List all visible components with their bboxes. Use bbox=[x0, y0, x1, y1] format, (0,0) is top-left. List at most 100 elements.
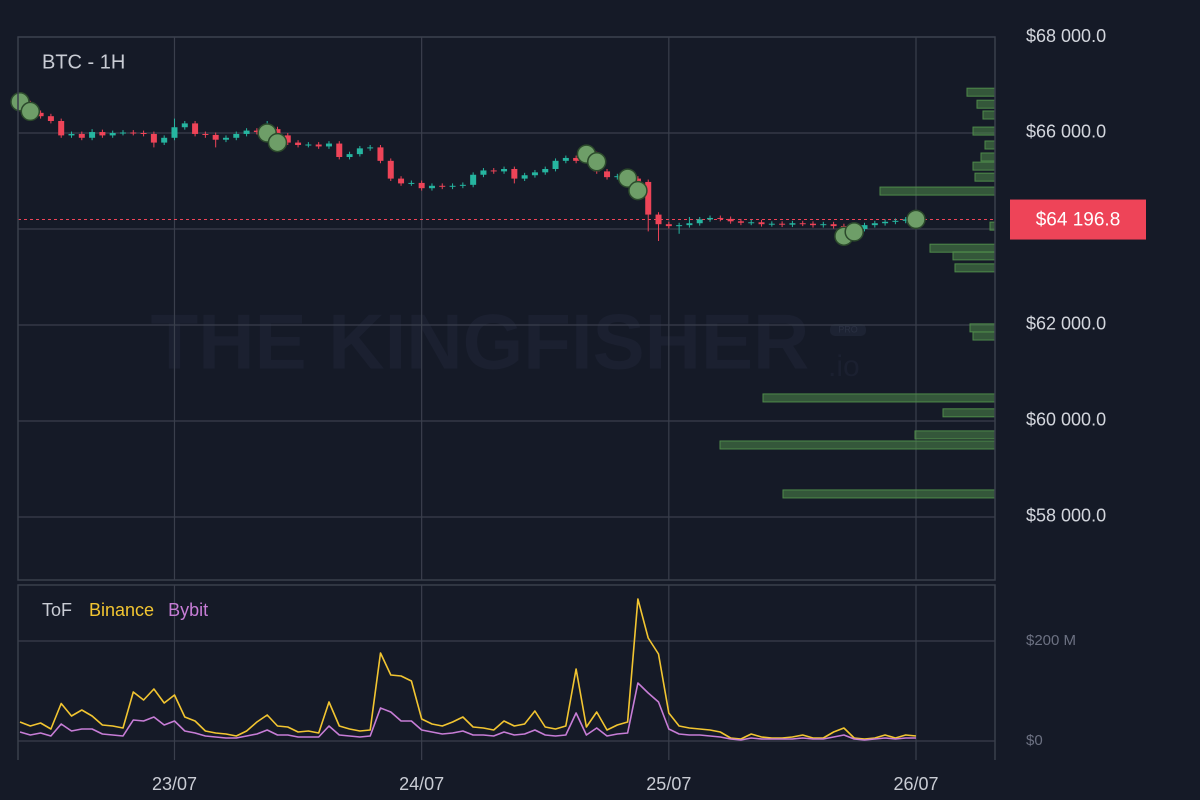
candle-body bbox=[439, 185, 446, 187]
candle-body bbox=[480, 170, 487, 175]
candle-body bbox=[428, 185, 435, 189]
legend-label: Bybit bbox=[168, 600, 208, 620]
candle-body bbox=[233, 133, 240, 138]
candle-body bbox=[367, 147, 374, 149]
event-marker bbox=[617, 168, 638, 188]
event-marker bbox=[20, 101, 41, 122]
candle-body bbox=[634, 178, 641, 182]
candle-body bbox=[810, 223, 817, 226]
candle-body bbox=[470, 174, 477, 185]
candle-body bbox=[707, 217, 714, 220]
candle-body bbox=[284, 135, 291, 143]
candle-body bbox=[377, 147, 384, 161]
candle-body bbox=[727, 218, 734, 222]
candle-body bbox=[717, 217, 724, 219]
candle-body bbox=[758, 222, 765, 225]
candle-body bbox=[243, 130, 250, 134]
badge-bg bbox=[830, 324, 866, 336]
candle-body bbox=[676, 225, 683, 227]
y-tick-label: $66 000.0 bbox=[1026, 122, 1106, 142]
depth-bar bbox=[972, 126, 996, 136]
candle-body bbox=[861, 225, 868, 229]
candle-body bbox=[356, 148, 363, 155]
depth-bar bbox=[929, 243, 996, 253]
candle-body bbox=[511, 168, 518, 179]
candle-body bbox=[830, 224, 837, 227]
candle-body bbox=[604, 171, 611, 178]
candle-body bbox=[501, 168, 508, 172]
candle-body bbox=[336, 143, 343, 157]
candle-body bbox=[882, 221, 889, 224]
candle-body bbox=[150, 133, 157, 143]
candle-body bbox=[614, 176, 621, 178]
depth-bar bbox=[972, 161, 996, 171]
y-tick-label: $68 000.0 bbox=[1026, 26, 1106, 46]
depth-bar bbox=[952, 251, 996, 261]
candle-body bbox=[449, 185, 456, 187]
candle-body bbox=[47, 116, 54, 121]
candle-body bbox=[315, 144, 322, 147]
event-marker bbox=[628, 180, 648, 201]
candle-body bbox=[212, 134, 219, 140]
series-line bbox=[19, 598, 917, 740]
candle-body bbox=[902, 219, 909, 221]
candle-body bbox=[521, 175, 528, 179]
candle-body bbox=[109, 132, 116, 136]
candle-body bbox=[387, 160, 394, 179]
candle-body bbox=[130, 132, 137, 134]
y-tick-label: $0 bbox=[1026, 732, 1043, 749]
candle-body bbox=[37, 112, 44, 117]
depth-bar bbox=[982, 110, 996, 120]
x-tick-label: 25/07 bbox=[646, 774, 691, 794]
depth-bar bbox=[980, 152, 996, 162]
depth-bar bbox=[879, 186, 996, 196]
candle-body bbox=[748, 222, 755, 224]
depth-bar bbox=[974, 172, 996, 182]
candle-body bbox=[58, 120, 65, 136]
candle-body bbox=[459, 184, 466, 186]
candle-body bbox=[171, 127, 178, 138]
candle-body bbox=[768, 223, 775, 225]
watermark-text: THE KINGFISHER bbox=[151, 298, 810, 386]
candle-body bbox=[799, 223, 806, 225]
candle-body bbox=[552, 160, 559, 169]
candle-body bbox=[789, 223, 796, 225]
y-tick-label: $200 M bbox=[1026, 632, 1076, 649]
candle-body bbox=[696, 219, 703, 224]
series-line bbox=[19, 682, 916, 741]
candle-body bbox=[737, 221, 744, 223]
candle-body bbox=[779, 223, 786, 225]
legend-label: Binance bbox=[89, 600, 154, 620]
depth-bar bbox=[954, 263, 996, 273]
candle-body bbox=[871, 223, 878, 226]
candle-body bbox=[531, 172, 538, 176]
candle-body bbox=[325, 143, 332, 147]
depth-bar bbox=[782, 489, 996, 499]
candle-body bbox=[161, 137, 168, 143]
event-marker bbox=[586, 152, 607, 172]
candle-body bbox=[99, 132, 106, 136]
depth-bar bbox=[762, 393, 996, 403]
depth-bar bbox=[914, 430, 996, 440]
candle-body bbox=[78, 133, 85, 138]
candle-body bbox=[253, 130, 260, 133]
depth-bar bbox=[972, 331, 996, 341]
depth-bar bbox=[969, 323, 996, 333]
candle-body bbox=[686, 223, 693, 226]
x-tick-label: 26/07 bbox=[893, 774, 938, 794]
watermark: THE KINGFISHER .io PRO bbox=[151, 298, 866, 386]
y-tick-label: $60 000.0 bbox=[1026, 410, 1106, 430]
candle-body bbox=[490, 170, 497, 172]
candle-body bbox=[398, 178, 405, 184]
event-marker bbox=[267, 132, 288, 153]
x-tick-label: 23/07 bbox=[152, 774, 197, 794]
candle-body bbox=[892, 220, 899, 222]
last-price-tag bbox=[1010, 199, 1146, 240]
candle-body bbox=[295, 142, 302, 145]
candle-body bbox=[665, 224, 672, 227]
depth-bar bbox=[719, 440, 996, 450]
candle-body bbox=[542, 168, 549, 173]
panel-title: ToF bbox=[42, 600, 72, 620]
